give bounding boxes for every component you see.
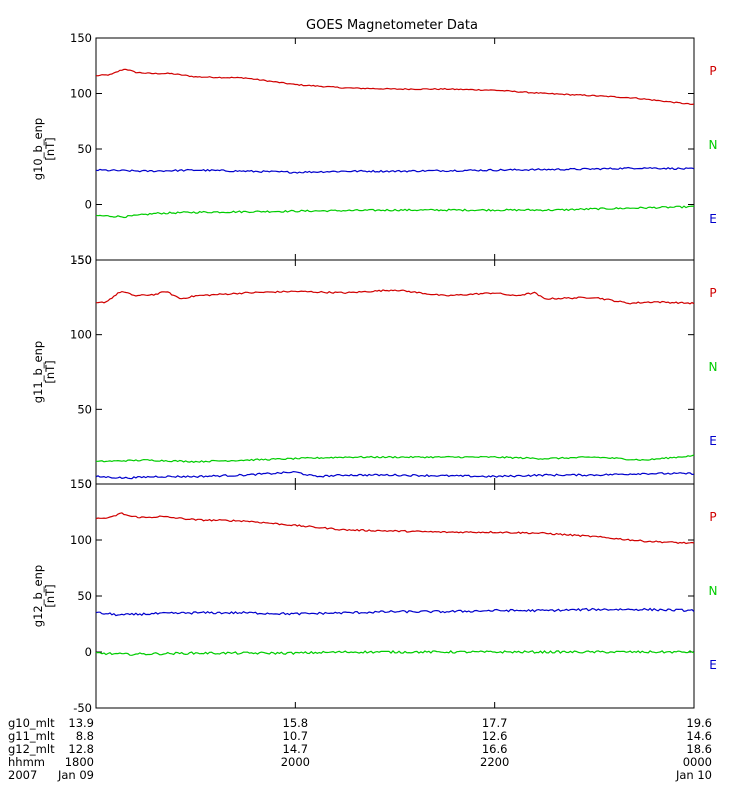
panel-2-ytick-label: 100 — [70, 328, 92, 342]
footer-value: 13.9 — [68, 716, 94, 730]
panel-2-component-label-n: N — [709, 360, 718, 374]
panel-3-ylabel: g12_b_enp — [31, 565, 45, 627]
panel-1-series-p — [95, 68, 695, 106]
panel-2-component-label-p: P — [709, 286, 716, 300]
panel-1-ytick-label: 150 — [70, 31, 92, 45]
panel-1-component-label-p: P — [709, 64, 716, 78]
footer-value: Jan 10 — [675, 768, 712, 782]
footer-value: 16.6 — [482, 742, 508, 756]
panel-1-unit: [nT] — [43, 137, 57, 160]
footer-value: 18.6 — [686, 742, 712, 756]
footer-value: 12.6 — [482, 729, 508, 743]
panel-2-series-e — [95, 470, 695, 480]
chart-title: GOES Magnetometer Data — [306, 18, 478, 33]
panel-3-series-n — [95, 650, 695, 656]
panel-3-unit: [nT] — [43, 584, 57, 607]
panel-1-ytick-label: 50 — [77, 142, 92, 156]
footer-value: 15.8 — [283, 716, 309, 730]
panel-2-ytick-label: 50 — [77, 402, 92, 416]
panel-1-series-e — [95, 166, 695, 174]
footer-value: 2200 — [480, 755, 509, 769]
panel-2-unit: [nT] — [43, 360, 57, 383]
footer-value: 14.6 — [686, 729, 712, 743]
panel-3-series-p — [95, 512, 695, 545]
panel-3-ytick-label: 150 — [70, 477, 92, 491]
panel-2-ytick-label: 0 — [85, 477, 92, 491]
footer-value: 1800 — [65, 755, 94, 769]
footer-row-label: g11_mlt — [8, 729, 55, 743]
footer-value: 10.7 — [283, 729, 309, 743]
panel-1-ytick-label: 100 — [70, 87, 92, 101]
footer-row-label: hhmm — [8, 755, 45, 769]
panel-2-series-n — [96, 454, 695, 463]
panel-3-ytick-label: -50 — [73, 701, 92, 715]
panel-3-component-label-p: P — [709, 510, 716, 524]
footer-row-label: g12_mlt — [8, 742, 55, 756]
panel-3-frame — [95, 483, 695, 709]
panel-3-ytick-label: 0 — [85, 645, 92, 659]
footer-row-label: 2007 — [8, 768, 37, 782]
panel-3-ytick-label: 100 — [70, 533, 92, 547]
panel-1-component-label-n: N — [709, 138, 718, 152]
panel-1-series-n — [95, 205, 695, 219]
panel-3-series-e — [95, 607, 695, 617]
footer-value: 17.7 — [482, 716, 508, 730]
panel-2-series-p — [95, 289, 695, 305]
panel-1-ylabel: g10_b_enp — [31, 118, 45, 180]
panel-1-ytick-label: -50 — [73, 253, 92, 267]
footer-value: 19.6 — [686, 716, 712, 730]
panel-1-frame — [95, 37, 695, 261]
panel-2-ylabel: g11_b_enp — [31, 341, 45, 403]
footer-value: Jan 09 — [57, 768, 94, 782]
footer-value: 12.8 — [68, 742, 94, 756]
panel-2-component-label-e: E — [709, 434, 717, 448]
panel-1-component-label-e: E — [709, 212, 717, 226]
panel-3-ytick-label: 50 — [77, 589, 92, 603]
footer-value: 14.7 — [283, 742, 309, 756]
footer-value: 8.8 — [76, 729, 94, 743]
panel-3-component-label-n: N — [709, 584, 718, 598]
footer-row-label: g10_mlt — [8, 716, 55, 730]
panel-2-frame — [95, 259, 695, 485]
panel-3-component-label-e: E — [709, 658, 717, 672]
panel-1-ytick-label: 0 — [85, 198, 92, 212]
panel-2-ytick-label: 150 — [70, 253, 92, 267]
footer-value: 2000 — [281, 755, 310, 769]
footer-value: 0000 — [683, 755, 712, 769]
